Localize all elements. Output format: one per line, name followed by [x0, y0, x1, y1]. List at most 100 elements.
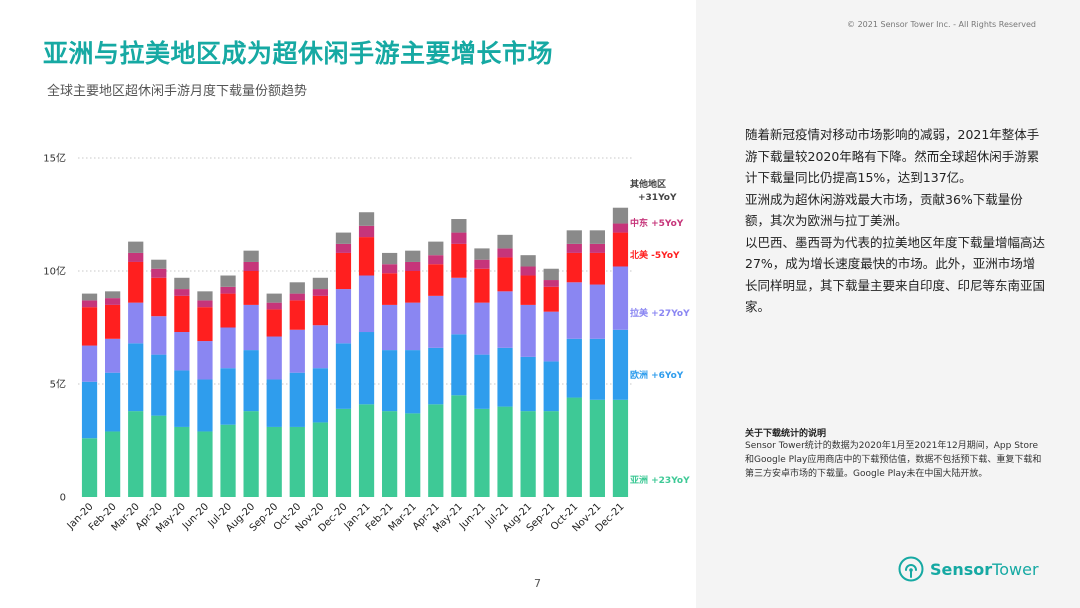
- bar-segment: [266, 336, 282, 380]
- bar-segment: [358, 237, 375, 276]
- sensor-tower-logo: SensorTower: [898, 556, 1039, 582]
- bar-segment: [105, 298, 121, 305]
- legend-label: +31YoY: [638, 193, 677, 203]
- bar-segment: [474, 268, 490, 303]
- bar-segment: [81, 438, 98, 497]
- bar-segment: [243, 250, 259, 262]
- bar-segment: [358, 332, 375, 405]
- bar-segment: [128, 302, 144, 344]
- body-text: 随着新冠疫情对移动市场影响的减弱，2021年整体手游下载量较2020年略有下降。…: [745, 124, 1045, 318]
- bar-segment: [151, 277, 167, 317]
- stacked-bar-chart: 05亿10亿15亿Jan-20Feb-20Mar-20Apr-20May-20J…: [43, 152, 690, 536]
- bar-segment: [382, 264, 398, 274]
- bar-segment: [543, 361, 559, 412]
- bar-segment: [197, 341, 213, 380]
- bar-segment: [543, 311, 559, 362]
- logo-word-tower: Tower: [992, 559, 1039, 579]
- bar-segment: [543, 286, 559, 312]
- bar-segment: [220, 327, 236, 369]
- bar-segment: [312, 295, 328, 326]
- bar-segment: [128, 261, 144, 303]
- bar-segment: [105, 431, 121, 497]
- bar-segment: [566, 282, 582, 339]
- page-title: 亚洲与拉美地区成为超休闲手游主要增长市场: [43, 39, 554, 68]
- bar-segment: [358, 225, 375, 238]
- bar-segment: [81, 307, 98, 346]
- bar-segment: [543, 280, 559, 287]
- legend-label: 中东 +5YoY: [630, 217, 684, 229]
- bar-segment: [105, 291, 121, 299]
- bar-segment: [566, 252, 582, 283]
- bar-segment: [128, 411, 144, 497]
- bar-segment: [405, 413, 421, 497]
- bar-segment: [151, 259, 167, 269]
- bar-segment: [266, 426, 282, 497]
- bar-segment: [312, 289, 328, 296]
- y-tick-label: 0: [60, 493, 66, 504]
- bar-segment: [566, 397, 582, 497]
- bar-segment: [428, 404, 444, 497]
- bar-segment: [105, 338, 121, 373]
- bar-segment: [81, 381, 98, 439]
- bar-segment: [612, 207, 629, 224]
- bar-segment: [266, 293, 282, 303]
- bar-segment: [451, 243, 467, 278]
- bar-segment: [612, 329, 629, 400]
- bar-segment: [197, 307, 213, 342]
- bar-segment: [405, 250, 421, 262]
- bar-segment: [128, 241, 144, 253]
- bar-segment: [382, 304, 398, 351]
- bar-segment: [128, 343, 144, 412]
- bar-segment: [543, 268, 559, 281]
- bar-segment: [197, 431, 213, 497]
- bar-segment: [266, 302, 282, 310]
- bar-segment: [151, 268, 167, 278]
- bar-segment: [243, 411, 259, 497]
- body-paragraph: 亚洲成为超休闲游戏最大市场，贡献36%下载量份额，其次为欧洲与拉丁美洲。: [745, 191, 1023, 229]
- note-title: 关于下载统计的说明: [745, 429, 827, 439]
- bar-segment: [589, 230, 605, 244]
- bar-segment: [358, 212, 375, 226]
- bar-segment: [382, 411, 398, 497]
- bar-segment: [497, 234, 513, 249]
- bar-segment: [497, 248, 513, 258]
- bar-segment: [81, 293, 98, 301]
- bar-segment: [243, 271, 259, 305]
- bar-segment: [451, 395, 467, 497]
- bar-segment: [174, 295, 190, 333]
- bar-segment: [497, 257, 513, 292]
- page-subtitle: 全球主要地区超休闲手游月度下载量份额趋势: [47, 84, 308, 99]
- bar-segment: [405, 261, 421, 271]
- bar-segment: [266, 379, 282, 427]
- bar-segment: [335, 289, 352, 344]
- bar-segment: [220, 286, 236, 294]
- bar-segment: [266, 309, 282, 337]
- bar-segment: [589, 338, 605, 400]
- bar-segment: [174, 289, 190, 296]
- bar-segment: [243, 304, 259, 351]
- body-paragraph: 以巴西、墨西哥为代表的拉美地区年度下载量增幅高达27%，成为增长速度最快的市场。…: [745, 234, 1046, 315]
- bar-segment: [589, 284, 605, 339]
- bar-segment: [289, 293, 305, 301]
- bar-segment: [220, 424, 236, 497]
- bar-segment: [520, 255, 536, 267]
- note-text: Sensor Tower统计的数据为2020年1月至2021年12月期间，App…: [745, 441, 1042, 479]
- bar-segment: [520, 275, 536, 305]
- bar-segment: [520, 266, 536, 276]
- bar-segment: [382, 273, 398, 305]
- bar-segment: [474, 302, 490, 355]
- bar-segment: [335, 232, 352, 244]
- bar-segment: [289, 372, 305, 427]
- bar-segment: [474, 259, 490, 269]
- bar-segment: [174, 277, 190, 290]
- bar-segment: [312, 422, 328, 497]
- bar-segment: [174, 332, 190, 371]
- bar-segment: [451, 232, 467, 244]
- bar-segment: [497, 406, 513, 497]
- legend-label: 亚洲 +23YoY: [630, 475, 690, 486]
- bar-segment: [289, 300, 305, 330]
- y-tick-label: 15亿: [43, 152, 66, 165]
- bar-segment: [151, 415, 167, 497]
- bar-segment: [428, 264, 444, 296]
- bar-segment: [358, 275, 375, 333]
